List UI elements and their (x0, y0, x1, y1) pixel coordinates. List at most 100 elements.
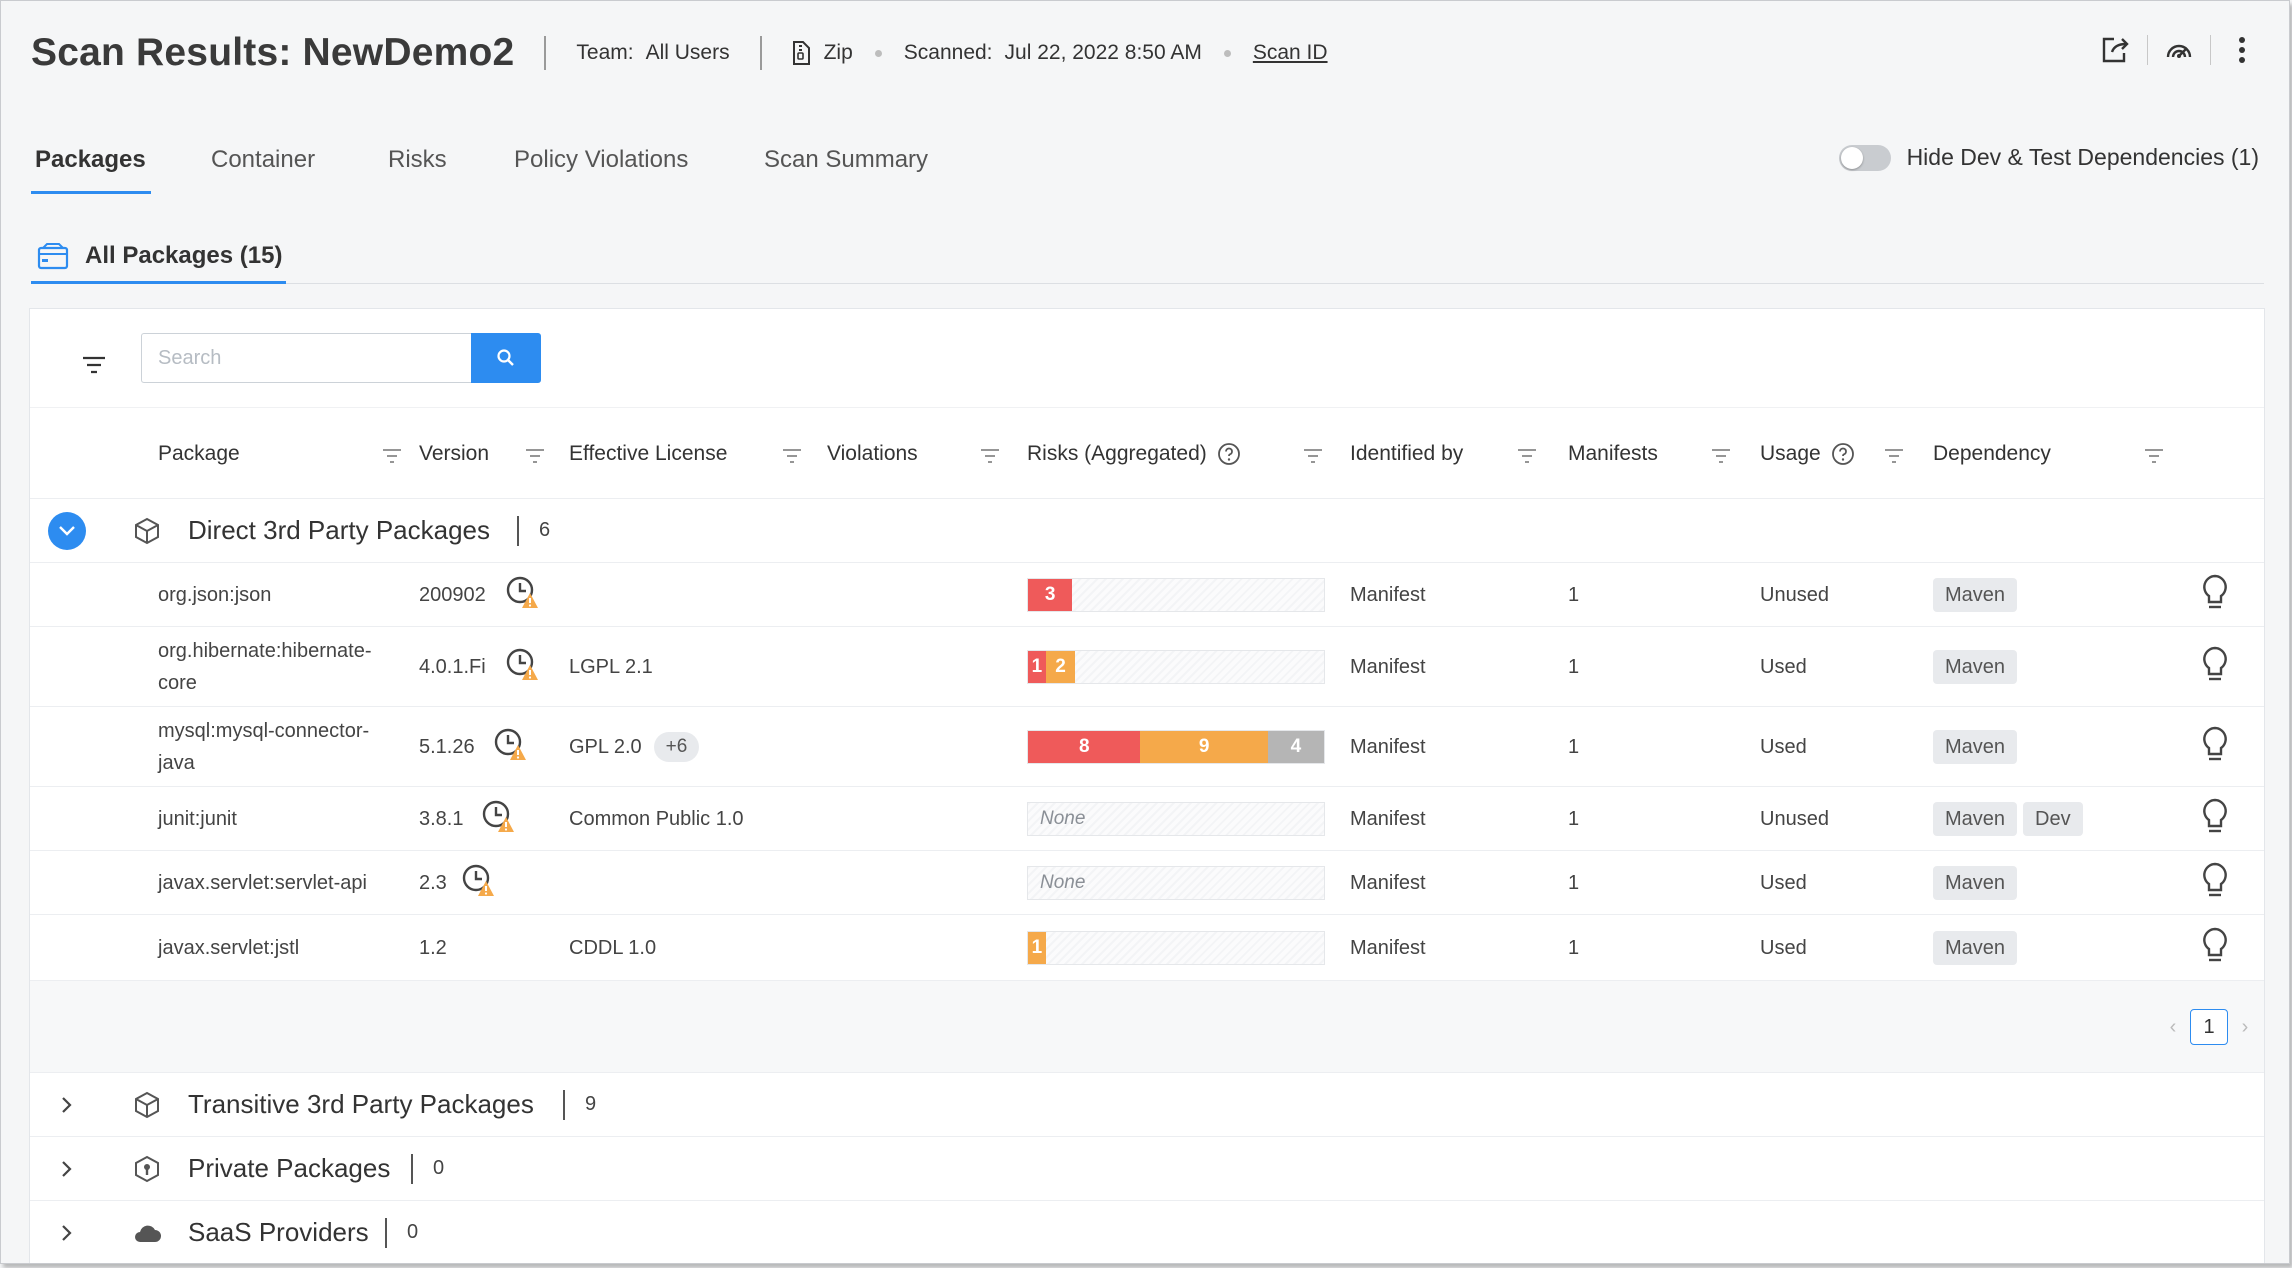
expand-chevron[interactable] (48, 1150, 86, 1188)
table-row[interactable]: mysql:mysql-connector-java 5.1.26 GPL 2.… (30, 707, 2264, 787)
page-title: Scan Results: NewDemo2 (31, 31, 515, 74)
export-icon[interactable] (2099, 33, 2133, 67)
package-name[interactable]: javax.servlet:servlet-api (158, 872, 367, 894)
scan-id-link[interactable]: Scan ID (1252, 41, 1328, 64)
dependency-tags: Maven (1933, 578, 2023, 612)
more-licenses-badge[interactable]: +6 (653, 732, 700, 762)
meta-dot (1223, 49, 1231, 57)
lightbulb-icon[interactable] (2198, 861, 2232, 901)
column-filter-icon[interactable] (525, 448, 545, 464)
package-box-icon (37, 243, 69, 270)
source-value: Zip (823, 41, 853, 64)
risk-medium-segment[interactable]: 9 (1140, 731, 1268, 763)
lightbulb-icon[interactable] (2198, 926, 2232, 966)
more-vertical-icon[interactable] (2225, 33, 2259, 67)
expand-chevron[interactable] (48, 1086, 86, 1124)
package-name[interactable]: mysql:mysql-connector-java (158, 720, 370, 774)
risk-bar[interactable]: None (1027, 866, 1325, 900)
column-filter-icon[interactable] (1711, 448, 1731, 464)
lightbulb-icon[interactable] (2198, 725, 2232, 765)
outdated-clock-icon[interactable] (481, 799, 517, 835)
column-filter-icon[interactable] (980, 448, 1000, 464)
column-filter-icon[interactable] (1303, 448, 1323, 464)
source-info: Zip (792, 41, 853, 65)
package-name[interactable]: junit:junit (158, 808, 237, 830)
page-button-current[interactable]: 1 (2190, 1009, 2228, 1045)
manifests-count[interactable]: 1 (1568, 584, 1580, 606)
risk-medium-segment[interactable]: 1 (1028, 932, 1046, 964)
group-name: Direct 3rd Party Packages (188, 515, 491, 545)
dependency-tags: Maven (1933, 866, 2023, 900)
packages-toolbar (30, 309, 2264, 407)
package-name[interactable]: javax.servlet:jstl (158, 937, 300, 959)
search-input[interactable] (141, 333, 471, 383)
header-actions-divider (2210, 35, 2211, 65)
tab-policy-violations[interactable]: Policy Violations (514, 146, 689, 173)
package-name[interactable]: org.json:json (158, 584, 272, 606)
dependency-tag: Maven (1933, 730, 2018, 764)
help-icon[interactable] (1831, 442, 1855, 466)
collapse-chevron[interactable] (48, 511, 86, 550)
risk-high-segment[interactable]: 3 (1028, 579, 1073, 611)
package-name[interactable]: org.hibernate:hibernate-core (158, 640, 372, 694)
prev-page-button[interactable]: ‹ (2169, 1015, 2177, 1038)
manifests-count[interactable]: 1 (1568, 736, 1580, 758)
manifests-count[interactable]: 1 (1568, 937, 1580, 959)
radar-icon[interactable] (2162, 33, 2196, 67)
column-filter-icon[interactable] (382, 448, 402, 464)
outdated-clock-icon[interactable] (505, 647, 541, 683)
risk-low-segment[interactable]: 4 (1267, 731, 1324, 763)
manifests-count[interactable]: 1 (1568, 656, 1580, 678)
column-filter-icon[interactable] (1517, 448, 1537, 464)
tab-risks[interactable]: Risks (388, 146, 447, 173)
usage-status: Unused (1760, 808, 1829, 830)
group-name: Transitive 3rd Party Packages (188, 1089, 534, 1119)
table-row[interactable]: junit:junit 3.8.1 Common Public 1.0 None… (30, 787, 2264, 851)
team-label: Team: (576, 41, 634, 64)
tab-scan-summary[interactable]: Scan Summary (764, 146, 929, 173)
cloud-icon (135, 1225, 161, 1242)
column-filter-icon[interactable] (782, 448, 802, 464)
team-info: Team: All Users (576, 41, 729, 65)
group-count: 0 (433, 1157, 445, 1179)
column-filter-icon[interactable] (2144, 448, 2164, 464)
risk-bar[interactable]: 8 9 4 (1027, 730, 1325, 764)
hide-dev-deps-toggle[interactable] (1838, 144, 1891, 171)
outdated-clock-icon[interactable] (493, 727, 529, 763)
tab-packages[interactable]: Packages (35, 146, 146, 173)
risk-bar[interactable]: 1 2 (1027, 650, 1325, 684)
table-row[interactable]: javax.servlet:servlet-api 2.3 None Manif… (30, 851, 2264, 915)
column-filter-icon[interactable] (1884, 448, 1904, 464)
tab-container[interactable]: Container (211, 146, 316, 173)
usage-status: Used (1760, 872, 1807, 894)
risk-bar[interactable]: 1 (1027, 931, 1325, 965)
expand-chevron[interactable] (48, 1214, 86, 1252)
risk-high-segment[interactable]: 8 (1028, 731, 1141, 763)
next-page-button[interactable]: › (2241, 1015, 2249, 1038)
table-row[interactable]: org.json:json 200902 3 Manifest 1 Unused… (30, 563, 2264, 627)
manifests-count[interactable]: 1 (1568, 808, 1580, 830)
risk-medium-segment[interactable]: 2 (1045, 651, 1076, 683)
group-divider (411, 1153, 413, 1184)
license-value: CDDL 1.0 (569, 937, 657, 959)
license-value: GPL 2.0 +6 (569, 731, 700, 763)
search-button[interactable] (471, 333, 541, 383)
outdated-clock-icon[interactable] (461, 863, 497, 899)
group-count: 0 (407, 1221, 419, 1243)
risk-bar[interactable]: 3 (1027, 578, 1325, 612)
lightbulb-icon[interactable] (2198, 573, 2232, 613)
lightbulb-icon[interactable] (2198, 645, 2232, 685)
subtab-all-packages[interactable]: All Packages (15) (31, 227, 286, 285)
group-divider (385, 1217, 387, 1248)
filter-icon[interactable] (78, 349, 110, 381)
risk-bar[interactable]: None (1027, 802, 1325, 836)
risk-high-segment[interactable]: 1 (1028, 651, 1046, 683)
manifests-count[interactable]: 1 (1568, 872, 1580, 894)
toggle-knob (1840, 146, 1863, 169)
lightbulb-icon[interactable] (2198, 797, 2232, 837)
table-row[interactable]: javax.servlet:jstl 1.2 CDDL 1.0 1 Manife… (30, 915, 2264, 981)
group-direct-packages: Direct 3rd Party Packages 6 (30, 499, 2264, 563)
outdated-clock-icon[interactable] (505, 575, 541, 611)
help-icon[interactable] (1217, 442, 1241, 466)
table-row[interactable]: org.hibernate:hibernate-core 4.0.1.Fi LG… (30, 627, 2264, 707)
